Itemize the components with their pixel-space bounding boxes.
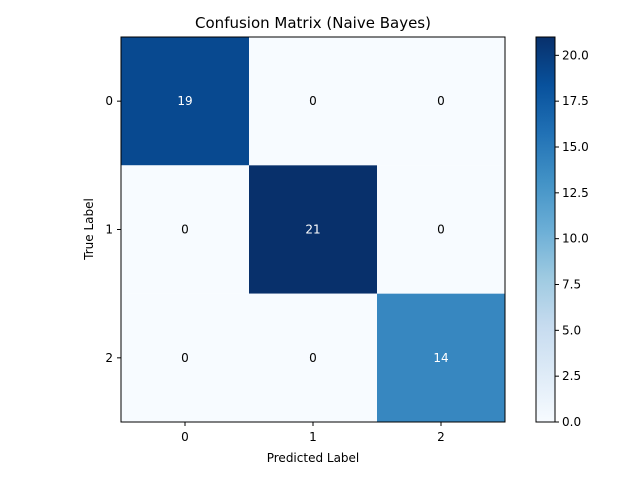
x-axis-label: Predicted Label [267,451,360,465]
heatmap-cell-r2-c2 [377,293,505,422]
cell-value-r2-c2: 14 [433,351,448,365]
heatmap-cell-labels: 19 0 0 0 21 0 0 0 14 [177,94,448,365]
colorbar-tick-label-0: 0.0 [562,415,581,429]
heatmap-cells [121,37,505,422]
y-axis-label: True Label [82,198,96,261]
chart-title: Confusion Matrix (Naive Bayes) [195,14,431,32]
colorbar-tick-label-4: 10.0 [562,232,589,246]
cell-value-r0-c0: 19 [177,94,192,108]
heatmap-cell-r1-c2 [377,165,505,294]
cell-value-r0-c2: 0 [437,94,445,108]
heatmap-cell-r2-c0 [121,293,249,422]
heatmap-cell-r0-c1 [249,37,377,166]
x-tick-label-0: 0 [181,430,189,444]
colorbar-tick-label-6: 15.0 [562,140,589,154]
y-tick-label-2: 2 [105,351,113,365]
y-tick-label-0: 0 [105,94,113,108]
colorbar-tick-label-8: 20.0 [562,48,589,62]
colorbar-tick-label-7: 17.5 [562,94,589,108]
cell-value-r2-c0: 0 [181,351,189,365]
x-tick-label-1: 1 [309,430,317,444]
colorbar-tick-label-1: 2.5 [562,369,581,383]
heatmap-cell-r1-c0 [121,165,249,294]
cell-value-r2-c1: 0 [309,351,317,365]
y-axis-ticks: 0 1 2 [105,94,121,365]
x-axis-ticks: 0 1 2 [181,422,445,444]
cell-value-r1-c1: 21 [305,223,320,237]
colorbar-ticks: 0.0 2.5 5.0 7.5 10.0 12.5 15.0 17.5 20.0 [555,48,589,429]
colorbar-tick-label-5: 12.5 [562,186,589,200]
y-tick-label-1: 1 [105,223,113,237]
heatmap-cell-r2-c1 [249,293,377,422]
plot-frame [120,36,506,423]
colorbar [535,36,556,423]
heatmap-cell-r0-c0 [121,37,249,166]
heatmap-cell-r1-c1 [249,165,377,294]
cell-value-r1-c0: 0 [181,223,189,237]
x-tick-label-2: 2 [437,430,445,444]
heatmap-cell-r0-c2 [377,37,505,166]
cell-value-r1-c2: 0 [437,223,445,237]
colorbar-tick-label-3: 7.5 [562,278,581,292]
colorbar-tick-label-2: 5.0 [562,323,581,337]
cell-value-r0-c1: 0 [309,94,317,108]
